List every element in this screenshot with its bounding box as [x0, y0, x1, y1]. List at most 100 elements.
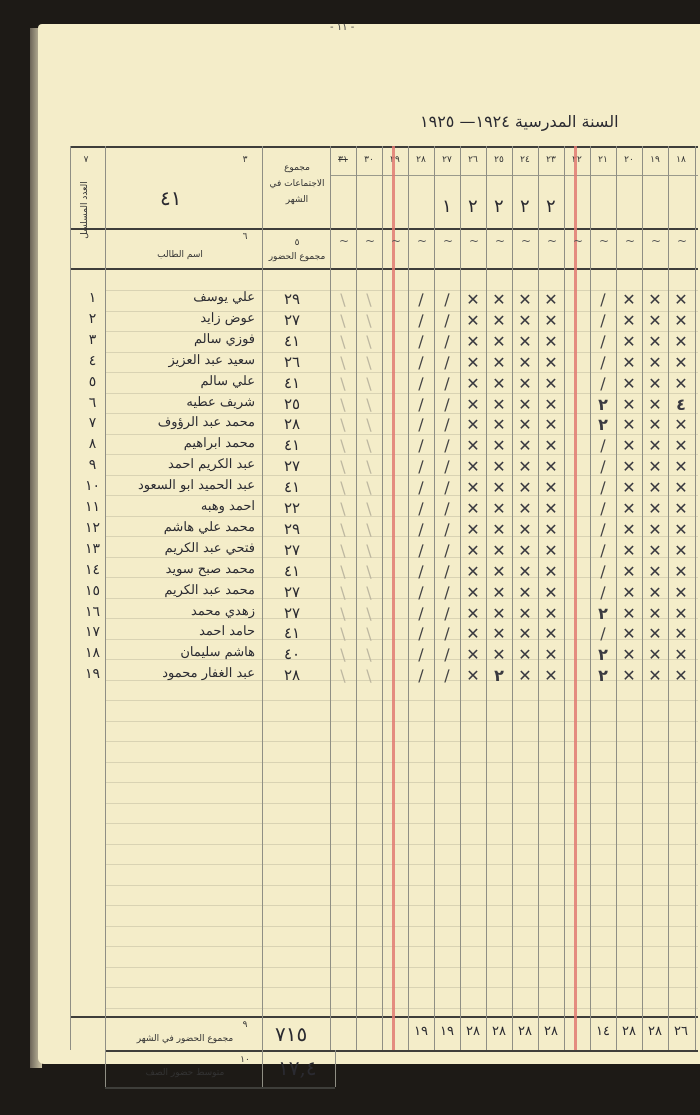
monthly-label: مجموع الحضور في الشهر	[136, 1034, 234, 1044]
attendance-mark: ✕	[466, 290, 480, 309]
holiday-red-line	[574, 146, 577, 1050]
page-number: - ١١ -	[330, 22, 355, 33]
day-header-8: ٢٦	[468, 155, 478, 165]
day-header-0: ١٨	[676, 155, 686, 165]
grid-line	[105, 946, 698, 947]
grid-line	[105, 987, 698, 988]
attendance-mark: ✕	[648, 603, 662, 623]
serial-number: ٩	[88, 457, 97, 474]
student-name: زهدي محمد	[191, 603, 255, 619]
meetings-value: ٤١	[160, 186, 182, 210]
attendance-mark: ∕	[418, 645, 424, 665]
average-bottom-rule	[105, 1087, 335, 1089]
attendance-mark: ٢	[598, 394, 608, 414]
column-line	[262, 1050, 263, 1087]
attendance-mark: ✕	[622, 666, 636, 686]
attendance-mark: ∕	[600, 290, 606, 309]
day-total: ٢٨	[466, 1024, 480, 1039]
pencil-mark: \	[366, 582, 372, 602]
day-sessions: ٢	[494, 196, 504, 217]
serial-number: ١٨	[84, 645, 101, 662]
pencil-mark: \	[366, 310, 372, 330]
attendance-mark: ∕	[418, 457, 424, 477]
attendance-mark: ✕	[518, 561, 532, 581]
attendance-mark: ✕	[622, 394, 636, 414]
day-header-3: ٢١	[598, 155, 608, 165]
attendance-mark: ✕	[492, 373, 506, 393]
serial-number: ٤	[88, 352, 97, 369]
day-total: ٢٨	[622, 1024, 636, 1039]
attendance-mark: ✕	[518, 582, 532, 602]
attendance-mark: ∕	[600, 478, 606, 498]
attendance-total: ٢٧	[283, 603, 301, 622]
day-column-line	[590, 146, 591, 1050]
attendance-col-number: ٥	[294, 238, 300, 248]
pencil-mark: \	[340, 666, 346, 686]
serial-number: ١٦	[84, 603, 101, 620]
attendance-mark: ∕	[600, 436, 606, 456]
pencil-mark: \	[366, 603, 372, 623]
attendance-mark: ∕	[444, 666, 450, 686]
attendance-mark: ✕	[518, 457, 532, 477]
day-total: ١٩	[440, 1024, 454, 1039]
attendance-mark: ✕	[648, 624, 662, 644]
attendance-mark: ✕	[674, 624, 688, 644]
attendance-mark: ∕	[418, 415, 424, 435]
attendance-total: ٤١	[283, 436, 301, 455]
pencil-mark: \	[340, 352, 346, 372]
attendance-total: ٢٦	[283, 352, 301, 371]
attendance-mark: ٢	[598, 666, 608, 686]
attendance-mark: ✕	[518, 290, 532, 309]
attendance-mark: ✕	[492, 582, 506, 602]
weekday-handwritten: ~	[625, 234, 636, 248]
day-header-10: ٢٨	[416, 155, 426, 165]
attendance-mark: ✕	[466, 499, 480, 518]
attendance-mark: ✕	[622, 582, 636, 602]
grid-line	[105, 741, 698, 742]
attendance-mark: ٢	[494, 666, 504, 686]
attendance-mark: ✕	[674, 645, 688, 665]
attendance-mark: ✕	[674, 582, 688, 602]
pencil-mark: \	[366, 624, 372, 644]
column-line	[695, 146, 696, 1050]
grid-line	[105, 700, 698, 701]
day-sessions: ٢	[468, 196, 478, 217]
pencil-mark: \	[340, 415, 346, 435]
grid-line	[105, 372, 698, 373]
pencil-mark: \	[340, 540, 346, 560]
day-column-line	[434, 146, 435, 1050]
day-column-line	[486, 146, 487, 1050]
attendance-col-label: مجموع الحضور	[268, 252, 326, 262]
pencil-mark: \	[340, 645, 346, 665]
day-header-2: ٢٠	[624, 155, 634, 165]
attendance-mark: ✕	[674, 331, 688, 351]
attendance-mark: ∕	[444, 582, 450, 602]
attendance-mark: ✕	[466, 561, 480, 581]
attendance-mark: ✕	[466, 457, 480, 477]
attendance-mark: ✕	[674, 666, 688, 686]
weekday-handwritten: ~	[391, 234, 402, 248]
student-name: عبد الغفار محمود	[162, 666, 255, 682]
attendance-total: ٤١	[283, 478, 301, 497]
attendance-mark: ✕	[648, 436, 662, 456]
attendance-mark: ✕	[544, 310, 558, 330]
attendance-total: ٢٧	[283, 310, 301, 329]
grid-line	[105, 536, 698, 537]
attendance-mark: ✕	[492, 561, 506, 581]
attendance-mark: ✕	[648, 478, 662, 498]
attendance-mark: ✕	[492, 603, 506, 623]
pencil-mark: \	[340, 582, 346, 602]
name-col-number-top: ٣	[242, 155, 248, 165]
serial-number: ٢	[88, 310, 97, 327]
attendance-mark: ✕	[674, 561, 688, 581]
day-header-4: ٢٢	[564, 155, 590, 165]
student-name: محمد صبح سويد	[165, 561, 255, 577]
attendance-mark: ∕	[444, 519, 450, 539]
attendance-mark: ✕	[466, 666, 480, 686]
attendance-mark: ✕	[466, 415, 480, 435]
grid-line	[105, 905, 698, 906]
weekday-handwritten: ~	[677, 234, 688, 248]
day-column-line	[382, 146, 383, 1050]
attendance-mark: ✕	[466, 310, 480, 330]
column-line	[70, 146, 71, 1050]
